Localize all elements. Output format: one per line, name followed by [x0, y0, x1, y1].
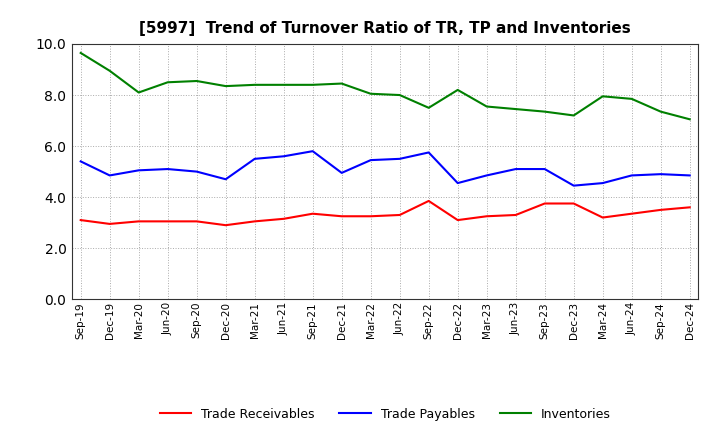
Trade Payables — [192, 169, 201, 174]
Inventories — [135, 90, 143, 95]
Inventories — [251, 82, 259, 88]
Inventories — [598, 94, 607, 99]
Trade Payables — [366, 158, 375, 163]
Trade Receivables — [135, 219, 143, 224]
Trade Payables — [541, 166, 549, 172]
Inventories — [541, 109, 549, 114]
Trade Receivables — [424, 198, 433, 204]
Inventories — [76, 50, 85, 55]
Line: Trade Payables: Trade Payables — [81, 151, 690, 186]
Trade Receivables — [76, 217, 85, 223]
Trade Payables — [338, 170, 346, 176]
Trade Receivables — [105, 221, 114, 227]
Trade Payables — [395, 156, 404, 161]
Trade Payables — [279, 154, 288, 159]
Trade Receivables — [308, 211, 317, 216]
Trade Payables — [570, 183, 578, 188]
Trade Payables — [221, 176, 230, 182]
Trade Receivables — [395, 213, 404, 218]
Inventories — [570, 113, 578, 118]
Trade Receivables — [541, 201, 549, 206]
Trade Payables — [511, 166, 520, 172]
Trade Payables — [163, 166, 172, 172]
Inventories — [163, 80, 172, 85]
Legend: Trade Receivables, Trade Payables, Inventories: Trade Receivables, Trade Payables, Inven… — [155, 403, 616, 425]
Trade Receivables — [511, 213, 520, 218]
Inventories — [424, 105, 433, 110]
Line: Inventories: Inventories — [81, 53, 690, 119]
Inventories — [192, 78, 201, 84]
Inventories — [221, 84, 230, 89]
Trade Payables — [627, 173, 636, 178]
Trade Payables — [308, 149, 317, 154]
Trade Receivables — [221, 223, 230, 228]
Line: Trade Receivables: Trade Receivables — [81, 201, 690, 225]
Trade Payables — [657, 172, 665, 177]
Trade Receivables — [192, 219, 201, 224]
Inventories — [279, 82, 288, 88]
Trade Payables — [685, 173, 694, 178]
Trade Receivables — [685, 205, 694, 210]
Trade Receivables — [598, 215, 607, 220]
Inventories — [482, 104, 491, 109]
Inventories — [627, 96, 636, 102]
Title: [5997]  Trend of Turnover Ratio of TR, TP and Inventories: [5997] Trend of Turnover Ratio of TR, TP… — [140, 21, 631, 36]
Trade Payables — [135, 168, 143, 173]
Trade Receivables — [657, 207, 665, 213]
Trade Receivables — [454, 217, 462, 223]
Inventories — [395, 92, 404, 98]
Inventories — [105, 68, 114, 73]
Inventories — [454, 87, 462, 92]
Inventories — [366, 91, 375, 96]
Trade Receivables — [627, 211, 636, 216]
Trade Payables — [424, 150, 433, 155]
Trade Receivables — [366, 214, 375, 219]
Inventories — [308, 82, 317, 88]
Trade Payables — [482, 173, 491, 178]
Trade Payables — [76, 159, 85, 164]
Trade Receivables — [251, 219, 259, 224]
Trade Receivables — [279, 216, 288, 221]
Inventories — [657, 109, 665, 114]
Trade Receivables — [163, 219, 172, 224]
Inventories — [338, 81, 346, 86]
Trade Payables — [251, 156, 259, 161]
Trade Payables — [598, 180, 607, 186]
Trade Receivables — [338, 214, 346, 219]
Trade Payables — [454, 180, 462, 186]
Trade Receivables — [482, 214, 491, 219]
Inventories — [511, 106, 520, 112]
Inventories — [685, 117, 694, 122]
Trade Payables — [105, 173, 114, 178]
Trade Receivables — [570, 201, 578, 206]
